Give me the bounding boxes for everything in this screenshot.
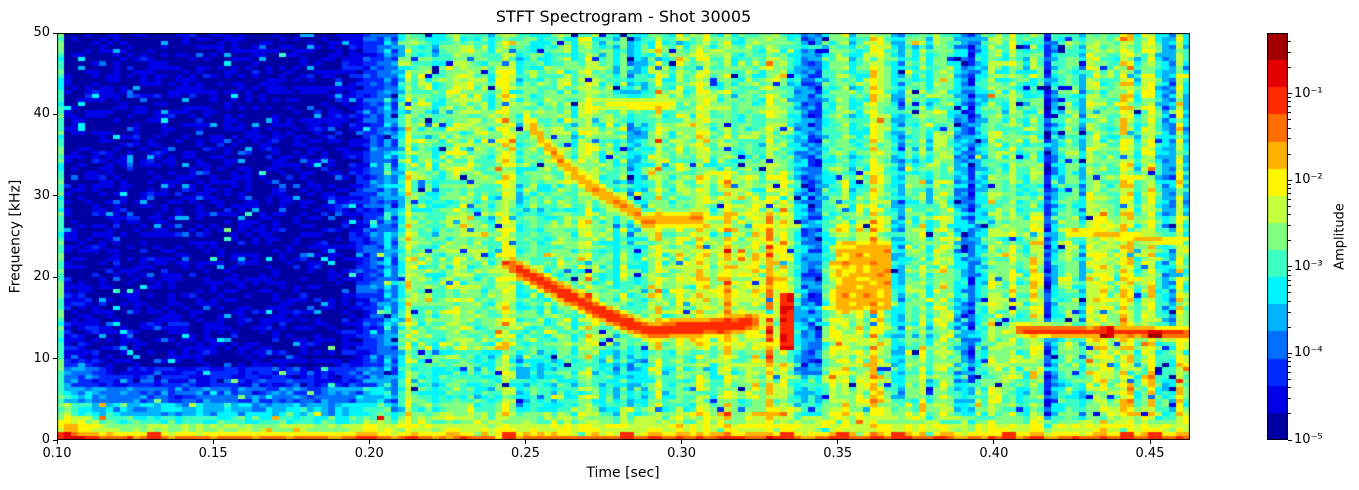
y-tick (53, 195, 57, 197)
colorbar-minor-tick (1288, 372, 1291, 374)
colorbar-tick-label: 10⁻² (1294, 172, 1323, 188)
colorbar-tick (1288, 179, 1292, 181)
colorbar-minor-tick (1288, 40, 1291, 42)
colorbar-minor-tick (1288, 398, 1291, 400)
colorbar-minor-tick (1288, 183, 1291, 185)
colorbar-minor-tick (1288, 51, 1291, 53)
x-tick (1149, 440, 1151, 444)
y-tick-label: 20 (33, 269, 50, 285)
colorbar-tick-label: 10⁻⁴ (1294, 345, 1323, 361)
colorbar-minor-tick (1288, 119, 1291, 121)
x-tick (368, 440, 370, 444)
colorbar-minor-tick (1288, 378, 1291, 380)
colorbar-minor-tick (1288, 356, 1291, 358)
colorbar-minor-tick (1288, 274, 1291, 276)
colorbar-minor-tick (1288, 214, 1291, 216)
y-tick-label: 0 (41, 432, 50, 447)
spectrogram-heatmap (57, 33, 1190, 440)
x-tick (212, 440, 214, 444)
colorbar-minor-tick (1288, 240, 1291, 242)
y-tick-label: 50 (33, 25, 50, 40)
colorbar-minor-tick (1288, 101, 1291, 103)
colorbar-minor-tick (1288, 387, 1291, 389)
x-tick-label: 0.10 (42, 446, 72, 461)
x-tick-label: 0.20 (354, 446, 384, 461)
x-tick (56, 440, 58, 444)
y-tick (53, 32, 57, 34)
colorbar-minor-tick (1288, 413, 1291, 415)
x-tick (837, 440, 839, 444)
colorbar-tick (1288, 93, 1292, 95)
colorbar-minor-tick (1288, 285, 1291, 287)
x-tick-label: 0.45 (1135, 446, 1165, 461)
y-axis-label: Frequency [kHz] (7, 179, 24, 294)
colorbar-minor-tick (1288, 205, 1291, 207)
colorbar-minor-tick (1288, 97, 1291, 98)
colorbar-minor-tick (1288, 188, 1291, 190)
colorbar-label: Amplitude (1332, 203, 1348, 270)
y-tick-label: 30 (33, 187, 50, 203)
colorbar-minor-tick (1288, 279, 1291, 281)
x-tick (993, 440, 995, 444)
y-tick-label: 40 (33, 106, 50, 122)
colorbar-minor-tick (1288, 66, 1291, 68)
x-tick (524, 440, 526, 444)
colorbar-minor-tick (1288, 292, 1291, 294)
colorbar-minor-tick (1288, 127, 1291, 129)
colorbar-minor-tick (1288, 270, 1291, 272)
x-tick-label: 0.15 (198, 446, 228, 461)
colorbar-minor-tick (1288, 300, 1291, 302)
colorbar-tick-label: 10⁻⁵ (1294, 432, 1323, 447)
colorbar-minor-tick (1288, 311, 1291, 313)
colorbar-minor-tick (1288, 112, 1291, 114)
x-tick (681, 440, 683, 444)
colorbar-tick-label: 10⁻³ (1294, 258, 1323, 274)
x-tick-label: 0.40 (979, 446, 1009, 461)
colorbar-tick (1288, 352, 1292, 354)
colorbar-tick (1288, 439, 1292, 441)
x-axis-label: Time [sec] (586, 465, 660, 481)
x-tick-label: 0.35 (823, 446, 853, 461)
colorbar-minor-tick (1288, 361, 1291, 363)
colorbar (1267, 33, 1288, 440)
colorbar-minor-tick (1288, 193, 1291, 195)
colorbar-tick-label: 10⁻¹ (1294, 85, 1323, 101)
x-tick-label: 0.30 (667, 446, 697, 461)
chart-title: STFT Spectrogram - Shot 30005 (495, 7, 752, 26)
y-tick (53, 113, 57, 115)
colorbar-minor-tick (1288, 138, 1291, 140)
colorbar-minor-tick (1288, 366, 1291, 368)
colorbar-minor-tick (1288, 326, 1291, 328)
y-tick (53, 439, 57, 441)
y-tick (53, 276, 57, 278)
colorbar-minor-tick (1288, 224, 1291, 226)
x-tick-label: 0.25 (510, 446, 540, 461)
colorbar-tick (1288, 266, 1292, 268)
y-tick (53, 358, 57, 360)
colorbar-minor-tick (1288, 106, 1291, 108)
y-tick-label: 10 (33, 350, 50, 366)
colorbar-minor-tick (1288, 153, 1291, 155)
colorbar-minor-tick (1288, 198, 1291, 200)
